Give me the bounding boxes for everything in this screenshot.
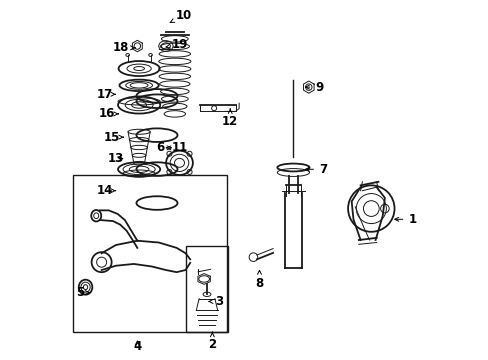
Text: 7: 7 — [305, 163, 326, 176]
Text: 18: 18 — [113, 41, 135, 54]
Text: 5: 5 — [76, 286, 90, 299]
Text: 8: 8 — [255, 270, 263, 290]
Text: 2: 2 — [208, 332, 216, 351]
Text: 17: 17 — [96, 88, 115, 101]
Text: 12: 12 — [222, 109, 238, 127]
Text: 16: 16 — [99, 107, 118, 120]
Text: 19: 19 — [166, 38, 188, 51]
Text: 3: 3 — [209, 295, 223, 308]
Text: 4: 4 — [133, 339, 141, 352]
Text: 15: 15 — [104, 131, 123, 144]
Bar — [185, 246, 228, 332]
Text: 13: 13 — [107, 152, 124, 165]
Text: 11: 11 — [166, 141, 188, 154]
Text: 9: 9 — [305, 81, 323, 94]
Bar — [73, 175, 226, 332]
Text: 10: 10 — [170, 9, 191, 22]
Text: 1: 1 — [394, 213, 416, 226]
Text: 6: 6 — [156, 141, 171, 154]
Text: 14: 14 — [96, 184, 115, 197]
